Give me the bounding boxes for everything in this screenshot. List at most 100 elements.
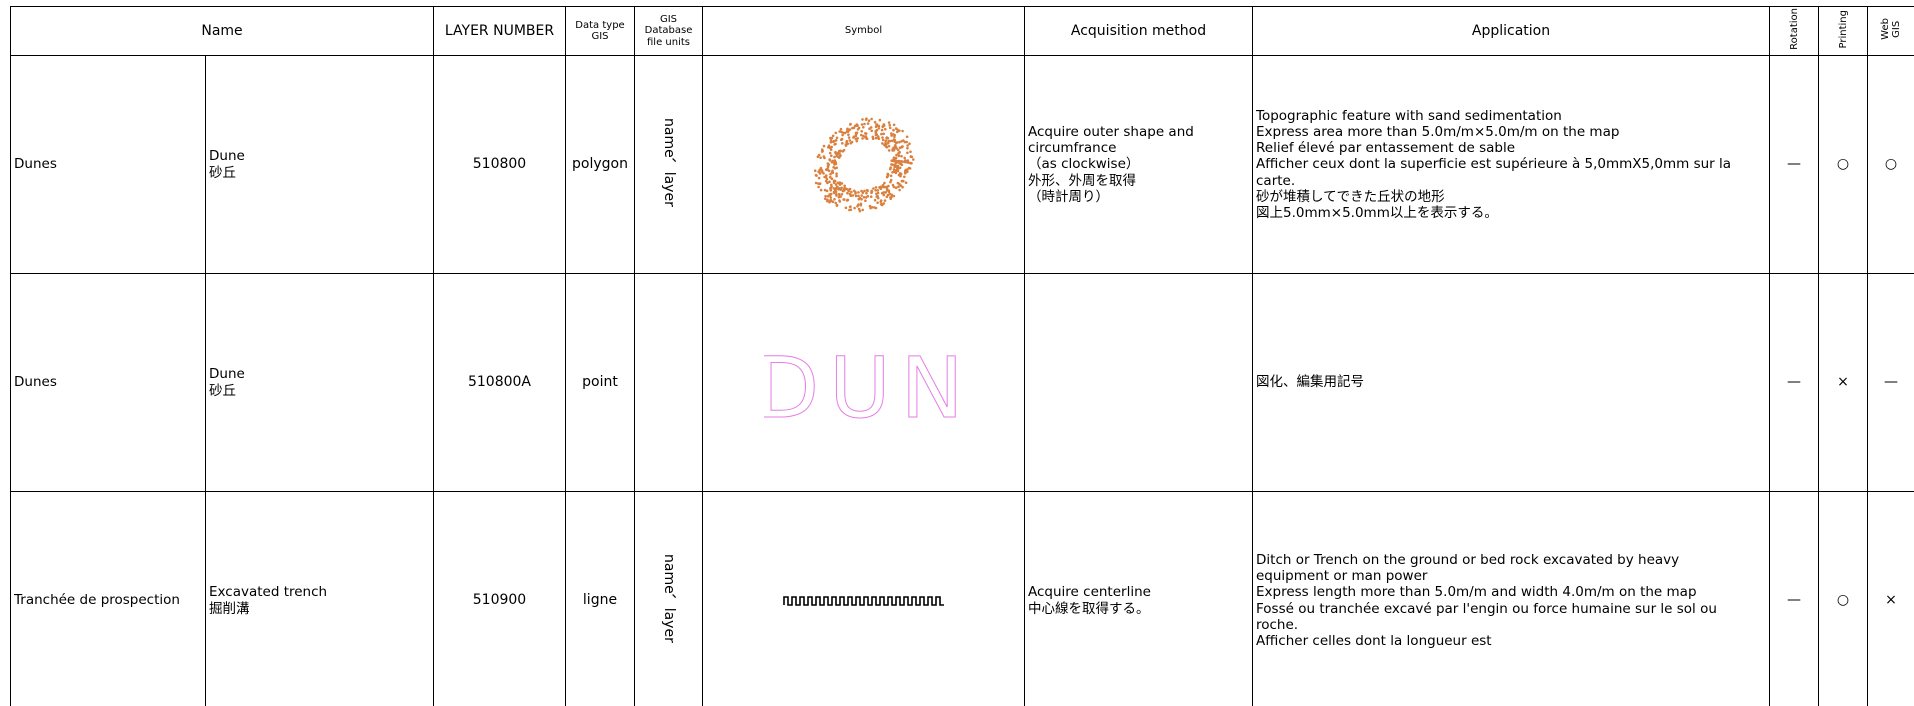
dot — [816, 170, 820, 173]
dot — [909, 154, 912, 158]
dot — [840, 133, 844, 136]
dot — [834, 190, 837, 193]
dot — [834, 187, 837, 190]
dot — [906, 160, 910, 164]
symbol-table: Name LAYER NUMBER Data type GIS GIS Database f… — [10, 6, 1914, 706]
dot — [891, 128, 895, 131]
cell-text: — — [1787, 156, 1801, 173]
dot — [874, 206, 877, 209]
dot — [823, 188, 826, 191]
dot — [881, 132, 885, 135]
dot — [885, 135, 888, 139]
dot — [877, 124, 880, 127]
header-text: Name — [201, 22, 243, 39]
dot — [874, 133, 877, 136]
dot — [845, 191, 849, 194]
header-text-line: GIS — [659, 13, 678, 25]
dot — [881, 190, 885, 194]
dot — [869, 117, 873, 120]
dot — [825, 189, 828, 192]
dot — [840, 181, 843, 185]
dot — [848, 204, 852, 208]
cell-text-line: 図上5.0mm×5.0mm以上を表示する。 — [1256, 204, 1498, 221]
cell-text-line: （as clockwise） — [1028, 156, 1140, 173]
dot — [892, 148, 895, 151]
header-text: Symbol — [844, 25, 883, 37]
dot — [836, 187, 840, 191]
header-text-line: GIS — [591, 31, 609, 42]
dot — [845, 198, 848, 202]
dot — [856, 202, 860, 206]
dot — [828, 172, 832, 175]
dot — [844, 140, 848, 144]
dot — [892, 123, 895, 126]
dot — [844, 206, 847, 209]
cell-text-line: 砂丘 — [209, 382, 236, 399]
dot — [883, 190, 887, 194]
dot — [873, 198, 876, 201]
cell: 510800A — [433, 273, 566, 492]
dot — [856, 190, 860, 194]
cell: — — [1769, 55, 1819, 274]
dot — [897, 188, 901, 191]
dot — [892, 194, 895, 197]
dot — [904, 140, 908, 143]
cell-text: 510800 — [472, 156, 527, 173]
dot — [897, 154, 900, 157]
dot — [832, 139, 836, 142]
cell-text: name、layer — [660, 553, 677, 643]
dot — [813, 168, 816, 172]
dot — [867, 118, 870, 122]
dot — [851, 193, 854, 197]
dot — [834, 131, 837, 134]
dot — [887, 123, 891, 126]
dot — [887, 144, 890, 147]
dot — [900, 159, 904, 163]
cell: ○ — [1867, 55, 1914, 274]
dot — [817, 168, 821, 171]
dot — [871, 135, 874, 138]
dun-symbol: DUN — [764, 338, 964, 433]
dot — [832, 190, 835, 193]
dot — [855, 123, 859, 127]
cell-text: Dunes — [14, 156, 57, 173]
dot — [904, 180, 907, 184]
dot — [826, 194, 829, 198]
header-vertical: Rotation — [1789, 8, 1800, 50]
table-wrap: Name LAYER NUMBER Data type GIS GIS Database f… — [10, 6, 1914, 706]
header-text-line: Web — [1880, 18, 1891, 41]
dot — [845, 127, 849, 130]
dot — [829, 145, 833, 148]
cell: 510900 — [433, 491, 566, 706]
dot — [832, 197, 836, 201]
dot — [894, 185, 897, 189]
dot — [835, 136, 838, 139]
dot — [848, 122, 852, 125]
dot — [885, 188, 888, 192]
dot — [853, 191, 857, 195]
dot — [886, 139, 890, 142]
cell: name、layer — [634, 491, 703, 706]
dot — [823, 197, 827, 200]
dot — [824, 167, 828, 171]
dot — [818, 182, 821, 185]
dot — [846, 132, 850, 136]
cell: ligne — [565, 491, 635, 706]
dot — [907, 141, 911, 145]
cell-text: ○ — [1836, 156, 1850, 173]
dot — [864, 117, 867, 121]
dot — [876, 134, 879, 138]
dot — [834, 192, 838, 196]
cell: × — [1867, 491, 1914, 706]
dot — [894, 161, 897, 164]
cell-text-line: 掘削溝 — [209, 600, 250, 617]
dot — [865, 136, 868, 140]
dot — [887, 120, 890, 124]
dot — [841, 131, 845, 134]
dot — [885, 186, 888, 190]
header-vertical: Printing — [1838, 10, 1849, 48]
cell — [634, 273, 703, 492]
cell: name、layer — [634, 55, 703, 274]
dot — [896, 160, 900, 164]
dot — [880, 135, 884, 139]
